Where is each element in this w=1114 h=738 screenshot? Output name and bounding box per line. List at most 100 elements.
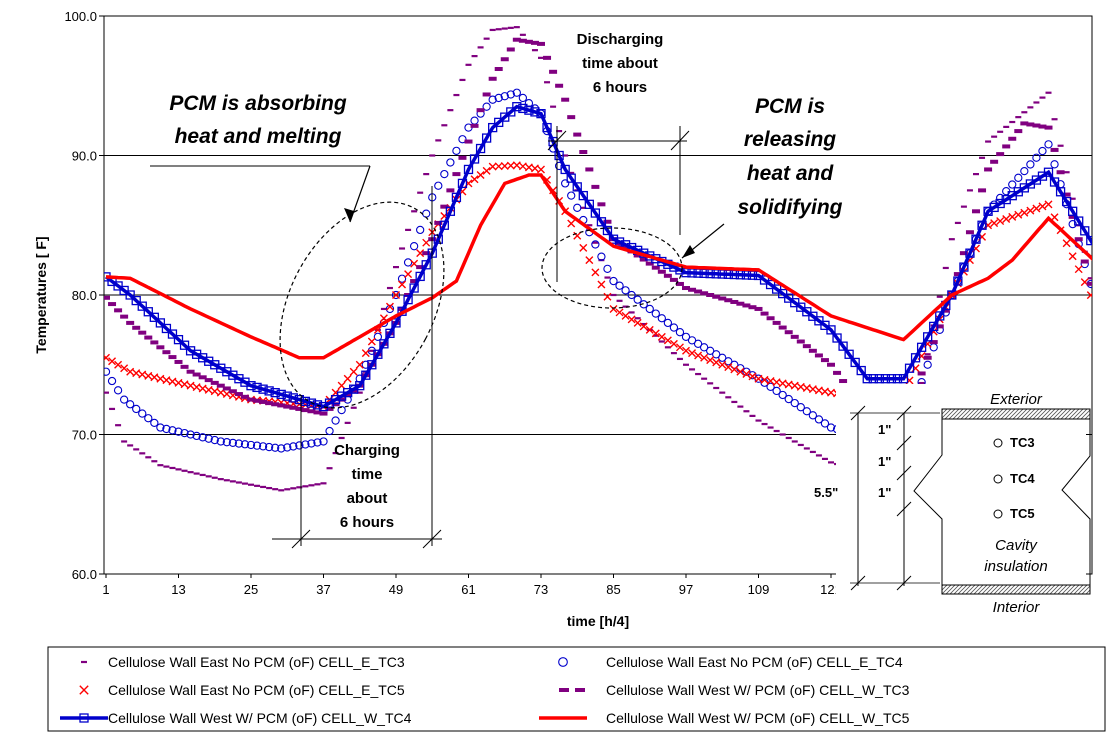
data-point xyxy=(1099,256,1107,264)
data-point xyxy=(258,384,268,394)
data-point xyxy=(615,308,624,317)
data-point xyxy=(766,382,775,391)
x-tick-label: 97 xyxy=(679,582,693,597)
data-point xyxy=(718,353,727,362)
data-point xyxy=(108,357,117,366)
data-point xyxy=(409,283,419,293)
data-point xyxy=(126,367,135,376)
data-point xyxy=(712,358,721,367)
data-point xyxy=(1008,212,1017,221)
data-point xyxy=(518,93,528,103)
data-point xyxy=(1099,318,1106,325)
data-point xyxy=(307,439,316,448)
wall-interior-label: Interior xyxy=(993,599,1041,616)
series-5 xyxy=(104,102,1107,412)
x-tick-label: 25 xyxy=(244,582,258,597)
data-point xyxy=(79,685,89,695)
data-point xyxy=(657,314,666,323)
data-point xyxy=(959,262,969,272)
data-point xyxy=(222,438,231,447)
data-point xyxy=(1093,305,1100,312)
data-point xyxy=(373,349,383,359)
data-point xyxy=(627,315,636,324)
data-point xyxy=(500,112,510,122)
data-point xyxy=(681,332,691,341)
data-point xyxy=(404,270,413,279)
data-point xyxy=(180,428,189,438)
data-point xyxy=(506,90,515,99)
data-point xyxy=(724,363,733,372)
data-point xyxy=(838,341,848,351)
data-point xyxy=(1074,265,1083,274)
data-point xyxy=(482,102,491,111)
data-point xyxy=(826,325,836,335)
data-point xyxy=(258,442,268,451)
cavity-label-line1: Cavity xyxy=(995,537,1038,554)
data-point xyxy=(277,444,286,453)
data-point xyxy=(512,161,521,170)
data-point xyxy=(488,122,498,133)
data-point xyxy=(264,386,274,396)
data-point xyxy=(161,323,172,334)
solidifying-ellipse xyxy=(541,227,683,309)
data-point xyxy=(578,190,588,201)
data-point xyxy=(1044,140,1053,149)
data-point xyxy=(379,318,389,328)
data-point xyxy=(361,370,371,380)
data-point xyxy=(669,323,679,332)
data-point xyxy=(1038,202,1047,211)
data-point xyxy=(234,439,244,448)
data-point xyxy=(971,234,981,244)
data-point xyxy=(312,400,323,410)
data-point xyxy=(1093,246,1101,254)
data-point xyxy=(892,374,903,384)
annotation-discharging-line3: 6 hours xyxy=(593,79,647,96)
data-point xyxy=(331,416,340,425)
data-point xyxy=(868,374,878,384)
data-point xyxy=(379,339,389,349)
data-point xyxy=(446,158,455,167)
data-point xyxy=(669,339,678,348)
data-point xyxy=(174,427,183,436)
data-point xyxy=(675,343,684,352)
data-point xyxy=(228,438,238,448)
data-point xyxy=(1093,300,1100,307)
data-point xyxy=(168,377,177,386)
data-point xyxy=(1068,219,1077,229)
data-point xyxy=(120,364,129,373)
data-point xyxy=(856,365,866,376)
data-point xyxy=(434,181,443,190)
annotation-absorbing-line1: PCM is absorbing xyxy=(169,92,347,115)
data-point xyxy=(561,179,570,188)
annotation-absorbing-line2: heat and melting xyxy=(175,125,342,148)
annotation-charging-line3: about xyxy=(347,490,388,507)
data-point xyxy=(107,376,117,386)
data-point xyxy=(506,161,515,170)
data-point xyxy=(385,328,395,339)
data-point xyxy=(500,161,509,170)
sensor-tc5-label: TC5 xyxy=(1010,506,1035,521)
data-point xyxy=(754,374,763,383)
data-point xyxy=(965,248,975,258)
data-point xyxy=(518,103,528,114)
data-point xyxy=(1020,166,1029,176)
data-point xyxy=(808,411,818,420)
data-point xyxy=(252,441,262,450)
annotations: PCM is absorbing heat and melting PCM is… xyxy=(150,31,843,549)
data-point xyxy=(1086,235,1092,246)
data-point xyxy=(1068,206,1078,216)
data-point xyxy=(784,380,793,389)
data-point xyxy=(633,318,642,327)
data-point xyxy=(204,434,213,443)
data-point xyxy=(385,304,395,314)
data-point xyxy=(131,295,141,306)
data-point xyxy=(567,219,576,228)
legend-label: Cellulose Wall East No PCM (oF) CELL_E_T… xyxy=(108,654,405,670)
data-point xyxy=(596,217,607,227)
data-point xyxy=(475,143,486,154)
data-point xyxy=(144,414,153,423)
legend-label: Cellulose Wall East No PCM (oF) CELL_E_T… xyxy=(108,682,405,698)
data-point xyxy=(700,353,709,362)
data-point xyxy=(874,374,884,384)
legend-item: Cellulose Wall West W/ PCM (oF) CELL_W_T… xyxy=(559,682,910,698)
